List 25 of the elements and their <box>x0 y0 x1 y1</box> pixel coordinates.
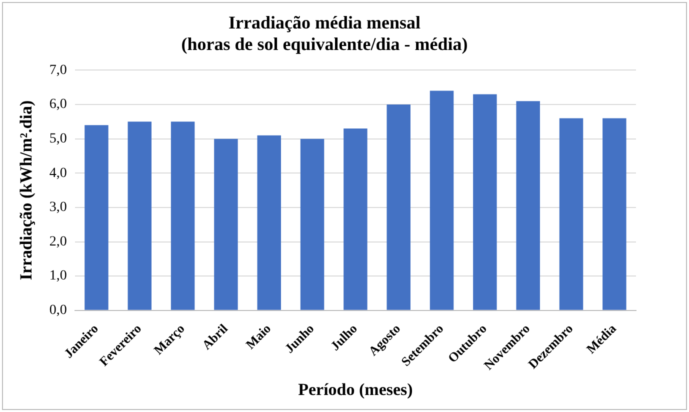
bar <box>170 122 195 310</box>
bar <box>430 90 454 310</box>
y-tick-label: 5,0 <box>49 131 67 146</box>
bar <box>300 138 324 310</box>
chart-subtitle: (horas de sol equivalente/dia - média) <box>181 34 468 54</box>
bar <box>473 94 497 310</box>
bar <box>516 101 540 310</box>
y-tick-label: 4,0 <box>49 166 67 181</box>
y-tick-label: 6,0 <box>49 97 67 112</box>
y-tick-label: 1,0 <box>49 268 67 284</box>
bar <box>128 122 152 310</box>
bar <box>214 138 238 310</box>
y-tick-label: 2,0 <box>49 234 67 250</box>
chart-title: Irradiação média mensal <box>228 12 420 32</box>
bar <box>257 135 281 310</box>
bar <box>386 104 410 310</box>
y-tick-label: 7,0 <box>49 62 67 78</box>
bar <box>84 125 108 310</box>
y-tick-label: 3,0 <box>49 200 67 216</box>
y-axis-title: Irradiação (kWh/m².dia) <box>16 100 36 280</box>
bar <box>559 118 584 310</box>
x-axis-title: Período (meses) <box>298 380 413 400</box>
bar <box>602 118 626 310</box>
y-tick-label: 0,0 <box>49 303 67 318</box>
bar <box>344 128 368 310</box>
